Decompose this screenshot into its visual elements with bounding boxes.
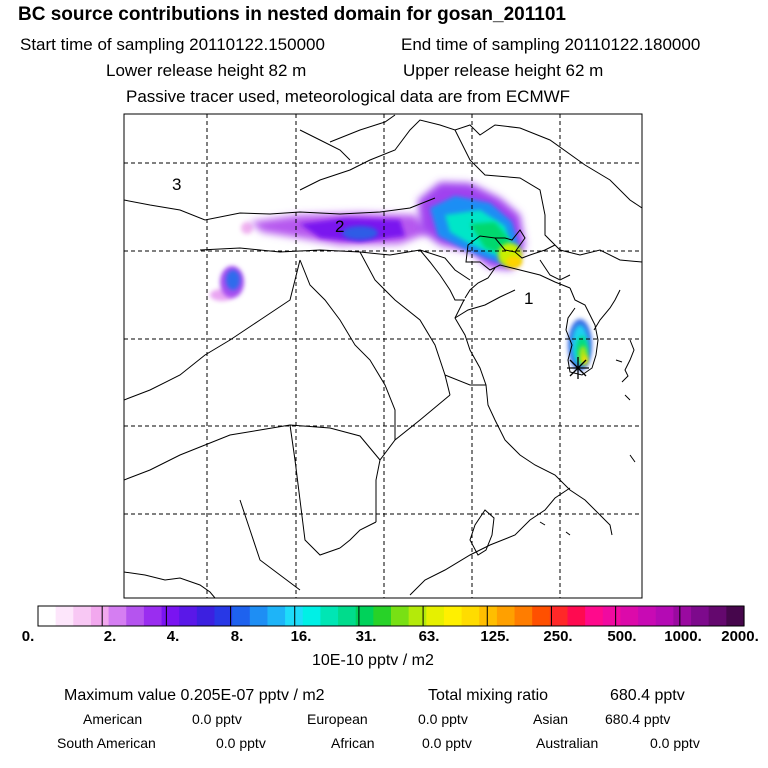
colorbar-segment <box>108 606 127 626</box>
colorbar-segment <box>249 606 269 626</box>
american-label: American <box>83 711 143 727</box>
colorbar-segment <box>532 606 551 626</box>
map-frame <box>123 113 643 599</box>
colorbar-tick-label: 31. <box>355 628 377 645</box>
colorbar-tick-label: 4. <box>166 628 180 645</box>
australian-label: Australian <box>536 735 599 751</box>
colorbar-segment <box>567 606 586 626</box>
receptor-asterisk-icon <box>567 357 589 379</box>
asian-label: Asian <box>533 711 569 727</box>
coastlines <box>124 114 642 598</box>
colorbar-segment <box>285 606 304 626</box>
colorbar-segment <box>638 606 657 626</box>
colorbar-tick-label: 8. <box>230 628 244 645</box>
colorbar-segment <box>408 606 427 626</box>
colorbar-tick-label: 2000. <box>721 628 759 645</box>
colorbar-segment <box>55 606 74 626</box>
colorbar-segment <box>514 606 533 626</box>
lower-release-label: Lower release height 82 m <box>106 61 307 80</box>
south-american-label: South American <box>57 735 156 751</box>
max-value-label: Maximum value 0.205E-07 pptv / m2 <box>64 687 325 704</box>
end-time-label: End time of sampling 20110122.180000 <box>401 35 701 54</box>
colorbar-tick-label: 16. <box>290 628 312 645</box>
total-mixing-value: 680.4 pptv <box>610 687 685 704</box>
colorbar-segment <box>708 606 727 626</box>
colorbar-segment <box>126 606 145 626</box>
colorbar-tick-label: 2. <box>103 628 117 645</box>
plume-layer <box>210 182 592 371</box>
colorbar-segment <box>196 606 216 626</box>
african-label: African <box>331 735 375 751</box>
colorbar-tick-label: 1000. <box>664 628 702 645</box>
colorbar-segment <box>232 606 251 626</box>
colorbar-segment <box>655 606 674 626</box>
colorbar-segment <box>426 606 445 626</box>
african-value: 0.0 pptv <box>422 735 472 751</box>
colorbar-units: 10E-10 pptv / m2 <box>312 652 434 669</box>
colorbar-segment <box>391 606 410 626</box>
colorbar-segment <box>214 606 233 626</box>
european-value: 0.0 pptv <box>418 711 468 727</box>
colorbar-segment <box>179 606 198 626</box>
colorbar-segment <box>620 606 639 626</box>
colorbar-segment <box>373 606 392 626</box>
map-title: BC source contributions in nested domain… <box>18 4 566 25</box>
south-american-value: 0.0 pptv <box>216 735 266 751</box>
colorbar-segment <box>461 606 480 626</box>
colorbar-dividers <box>101 606 681 626</box>
colorbar-segment <box>320 606 339 626</box>
colorbar-segment <box>90 606 110 626</box>
american-value: 0.0 pptv <box>192 711 242 727</box>
colorbar-segment <box>338 606 357 626</box>
colorbar-segment <box>585 606 604 626</box>
colorbar-segment <box>673 606 692 626</box>
colorbar-segment <box>302 606 321 626</box>
asian-value: 680.4 pptv <box>605 711 671 727</box>
colorbar-segment <box>691 606 710 626</box>
region-label-1: 1 <box>524 289 533 308</box>
colorbar-tick-label: 0. <box>21 628 35 645</box>
colorbar-tick-label: 250. <box>543 628 573 645</box>
european-label: European <box>307 711 368 727</box>
colorbar-segment <box>496 606 516 626</box>
colorbar-segment <box>161 606 180 626</box>
colorbar-segment <box>73 606 92 626</box>
colorbar-segment <box>355 606 374 626</box>
region-label-2: 2 <box>335 217 344 236</box>
start-time-label: Start time of sampling 20110122.150000 <box>20 35 325 54</box>
region-label-3: 3 <box>172 175 181 194</box>
colorbar-segment <box>602 606 622 626</box>
colorbar-segment <box>267 606 286 626</box>
grid-lines <box>124 114 642 598</box>
australian-value: 0.0 pptv <box>650 735 700 751</box>
colorbar-segment <box>143 606 163 626</box>
colorbar-tick-label: 500. <box>607 628 637 645</box>
colorbar-segment <box>443 606 463 626</box>
colorbar <box>38 606 745 626</box>
colorbar-segment <box>479 606 498 626</box>
colorbar-frame <box>37 605 745 627</box>
upper-release-label: Upper release height 62 m <box>403 61 604 80</box>
colorbar-segment <box>38 606 57 626</box>
colorbar-segment <box>726 606 745 626</box>
total-mixing-label: Total mixing ratio <box>428 687 549 704</box>
colorbar-tick-label: 125. <box>480 628 510 645</box>
tracer-note: Passive tracer used, meteorological data… <box>126 87 571 106</box>
colorbar-segment <box>549 606 569 626</box>
colorbar-tick-label: 63. <box>418 628 440 645</box>
